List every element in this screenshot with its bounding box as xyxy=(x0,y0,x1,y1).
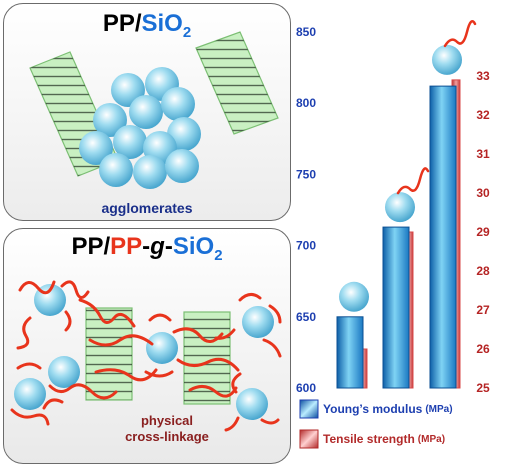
left-axis-tick-label: 750 xyxy=(296,167,316,181)
crystal-lamella-right xyxy=(195,31,279,135)
youngs-modulus-bar xyxy=(336,316,364,389)
left-axis-tick-label: 800 xyxy=(296,96,316,110)
legend-swatch-youngs-modulus xyxy=(299,399,319,419)
legend-item-tensile-strength: Tensile strength (MPa) xyxy=(323,432,446,446)
youngs-modulus-bar xyxy=(429,85,457,389)
right-axis-tick-label: 29 xyxy=(476,225,490,239)
legend-item-youngs-modulus: Young’s modulus (MPa) xyxy=(323,402,453,416)
right-axis-tick-label: 25 xyxy=(476,381,490,395)
pp-chain-decoration xyxy=(443,20,477,48)
legend-swatch-tensile-strength xyxy=(299,429,319,449)
right-axis-tick-label: 33 xyxy=(476,69,490,83)
youngs-modulus-bar xyxy=(382,226,410,389)
agglomerated-particles xyxy=(79,67,201,189)
right-axis-tick-label: 27 xyxy=(476,303,490,317)
bottom-panel-title: PP/PP-g-SiO2 xyxy=(71,233,223,264)
particle-decoration xyxy=(432,44,462,75)
cross-linkage-caption: physical cross-linkage xyxy=(125,413,209,444)
right-axis-tick-label: 30 xyxy=(476,186,490,200)
right-axis-tick-label: 26 xyxy=(476,342,490,356)
grafted-pp-chains xyxy=(10,280,282,432)
left-axis-tick-label: 600 xyxy=(296,381,316,395)
agglomerates-caption: agglomerates xyxy=(101,200,193,216)
tensile-strength-axis: 25 26 27 28 29 30 31 32 33 xyxy=(476,69,490,395)
youngs-modulus-axis: 600 650 700 750 800 850 xyxy=(296,25,316,395)
left-axis-tick-label: 850 xyxy=(296,25,316,39)
top-panel-title: PP/SiO2 xyxy=(102,10,192,41)
left-axis-tick-label: 650 xyxy=(296,310,316,324)
right-axis-tick-label: 32 xyxy=(476,108,490,122)
pp-chain-decoration xyxy=(396,167,430,195)
right-axis-tick-label: 31 xyxy=(476,147,490,161)
particle-decoration xyxy=(385,192,415,223)
particle-decoration xyxy=(339,281,369,312)
bar-series xyxy=(336,79,461,389)
bar-top-decorations xyxy=(339,20,477,312)
right-axis-tick-label: 28 xyxy=(476,264,490,278)
left-axis-tick-label: 700 xyxy=(296,239,316,253)
cross-linkage-panel: PP/PP-g-SiO2 physical cross-linkage xyxy=(3,228,291,464)
